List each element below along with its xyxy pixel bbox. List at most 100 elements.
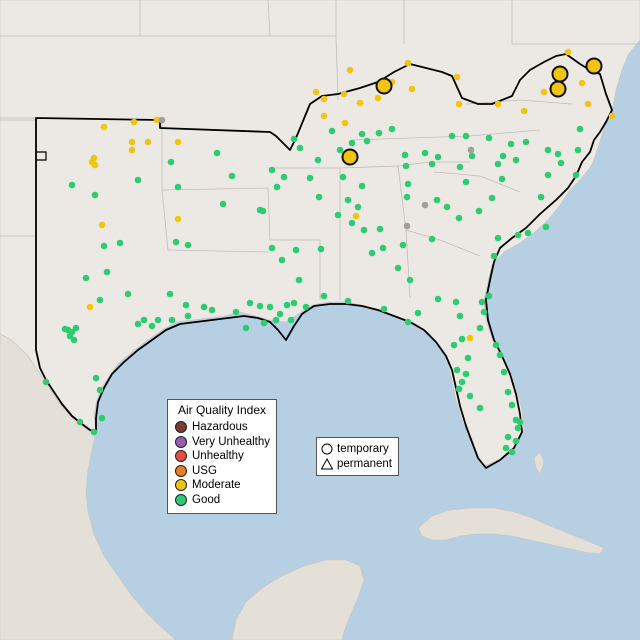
station-good[interactable]: [475, 207, 483, 215]
station-good[interactable]: [315, 193, 323, 201]
station-good[interactable]: [524, 229, 532, 237]
station-good[interactable]: [406, 276, 414, 284]
station-good[interactable]: [544, 171, 552, 179]
station-good[interactable]: [339, 173, 347, 181]
station-good[interactable]: [290, 135, 298, 143]
station-good[interactable]: [182, 301, 190, 309]
station-good[interactable]: [103, 268, 111, 276]
station-moderate[interactable]: [130, 118, 138, 126]
station-good[interactable]: [522, 138, 530, 146]
station-good[interactable]: [82, 274, 90, 282]
station-good[interactable]: [296, 144, 304, 152]
station-good[interactable]: [401, 151, 409, 159]
station-good[interactable]: [360, 226, 368, 234]
station-good[interactable]: [368, 249, 376, 257]
station-good[interactable]: [290, 299, 298, 307]
station-moderate[interactable]: [128, 146, 136, 154]
station-no-data[interactable]: [403, 222, 411, 230]
station-good[interactable]: [348, 219, 356, 227]
station-good[interactable]: [478, 298, 486, 306]
station-good[interactable]: [458, 378, 466, 386]
station-good[interactable]: [256, 206, 264, 214]
station-good[interactable]: [348, 139, 356, 147]
station-good[interactable]: [456, 163, 464, 171]
station-good[interactable]: [490, 252, 498, 260]
station-good[interactable]: [468, 152, 476, 160]
station-good[interactable]: [516, 418, 524, 426]
station-moderate[interactable]: [356, 99, 364, 107]
station-markers[interactable]: [42, 48, 616, 456]
station-moderate[interactable]: [144, 138, 152, 146]
station-good[interactable]: [140, 316, 148, 324]
station-good[interactable]: [167, 158, 175, 166]
station-moderate[interactable]: [320, 112, 328, 120]
station-good[interactable]: [476, 404, 484, 412]
temporary-monitor-moderate[interactable]: [585, 57, 603, 75]
station-good[interactable]: [154, 316, 162, 324]
station-good[interactable]: [376, 225, 384, 233]
station-good[interactable]: [498, 175, 506, 183]
station-good[interactable]: [455, 214, 463, 222]
station-good[interactable]: [174, 183, 182, 191]
station-good[interactable]: [184, 312, 192, 320]
station-good[interactable]: [508, 448, 516, 456]
station-good[interactable]: [403, 193, 411, 201]
station-moderate[interactable]: [455, 100, 463, 108]
station-good[interactable]: [134, 320, 142, 328]
station-good[interactable]: [544, 146, 552, 154]
station-good[interactable]: [404, 180, 412, 188]
station-good[interactable]: [512, 156, 520, 164]
station-good[interactable]: [456, 312, 464, 320]
station-good[interactable]: [283, 301, 291, 309]
station-good[interactable]: [508, 401, 516, 409]
station-good[interactable]: [504, 388, 512, 396]
station-good[interactable]: [402, 162, 410, 170]
station-good[interactable]: [394, 264, 402, 272]
station-good[interactable]: [172, 238, 180, 246]
station-moderate[interactable]: [174, 215, 182, 223]
station-good[interactable]: [278, 256, 286, 264]
station-good[interactable]: [72, 324, 80, 332]
station-good[interactable]: [268, 244, 276, 252]
station-good[interactable]: [184, 241, 192, 249]
station-good[interactable]: [61, 325, 69, 333]
station-good[interactable]: [462, 370, 470, 378]
station-good[interactable]: [276, 310, 284, 318]
station-good[interactable]: [504, 433, 512, 441]
station-good[interactable]: [414, 309, 422, 317]
station-good[interactable]: [260, 319, 268, 327]
station-good[interactable]: [379, 244, 387, 252]
station-good[interactable]: [96, 296, 104, 304]
station-good[interactable]: [452, 298, 460, 306]
station-moderate[interactable]: [564, 48, 572, 56]
station-moderate[interactable]: [340, 90, 348, 98]
station-good[interactable]: [433, 196, 441, 204]
station-no-data[interactable]: [158, 116, 166, 124]
station-moderate[interactable]: [312, 88, 320, 96]
station-good[interactable]: [492, 341, 500, 349]
station-moderate[interactable]: [320, 95, 328, 103]
station-good[interactable]: [421, 149, 429, 157]
station-moderate[interactable]: [128, 138, 136, 146]
station-good[interactable]: [358, 130, 366, 138]
station-good[interactable]: [208, 306, 216, 314]
station-good[interactable]: [100, 242, 108, 250]
station-moderate[interactable]: [153, 116, 161, 124]
station-moderate[interactable]: [608, 112, 616, 120]
station-good[interactable]: [42, 378, 50, 386]
station-good[interactable]: [499, 152, 507, 160]
station-good[interactable]: [148, 322, 156, 330]
station-good[interactable]: [344, 297, 352, 305]
station-moderate[interactable]: [584, 100, 592, 108]
temporary-monitor-moderate[interactable]: [551, 65, 569, 83]
station-good[interactable]: [574, 146, 582, 154]
station-good[interactable]: [557, 159, 565, 167]
station-good[interactable]: [242, 324, 250, 332]
temporary-monitor-moderate[interactable]: [549, 80, 567, 98]
station-no-data[interactable]: [467, 146, 475, 154]
station-good[interactable]: [344, 196, 352, 204]
station-good[interactable]: [466, 392, 474, 400]
station-good[interactable]: [306, 174, 314, 182]
station-good[interactable]: [91, 191, 99, 199]
